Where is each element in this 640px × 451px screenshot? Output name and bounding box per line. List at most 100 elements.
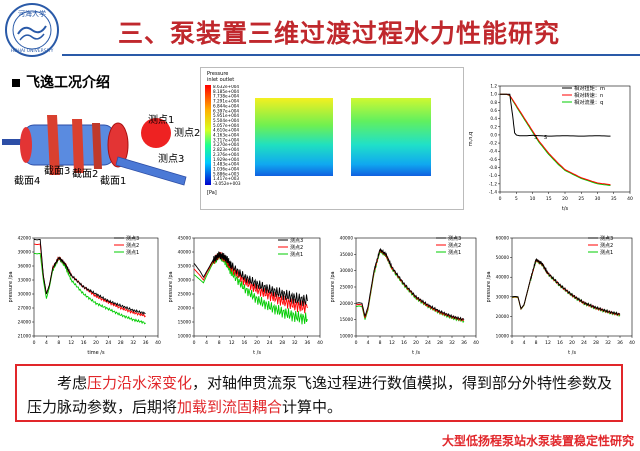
y-tick-label: 0.8 — [490, 100, 497, 105]
y-tick-label: 20000 — [496, 314, 510, 319]
y-tick-label: 15000 — [340, 317, 354, 322]
x-tick-label: 8 — [535, 340, 538, 346]
contour-plot-2 — [351, 98, 431, 176]
x-tick-label: 28 — [437, 340, 443, 346]
x-tick-label: 25 — [578, 196, 584, 202]
label-section-4: 截面4 — [14, 176, 41, 187]
series-line — [33, 252, 146, 325]
y-tick-label: 45000 — [178, 236, 192, 241]
legend-value: 5.951e+004 — [213, 113, 239, 118]
legend-value: 1.036e+004 — [213, 166, 239, 171]
x-tick-label: 8 — [379, 340, 382, 346]
x-tick-label: 40 — [627, 196, 633, 202]
series-line — [193, 251, 308, 307]
x-tick-label: 40 — [629, 340, 635, 346]
chart-annotation: S — [534, 135, 537, 141]
label-section-1: 截面1 — [100, 176, 127, 187]
x-tick-label: 20 — [254, 340, 260, 346]
section-subtitle-text: 飞逸工况介绍 — [26, 75, 110, 91]
legend-entry: 测点1 — [126, 249, 139, 256]
x-tick-label: 20 — [93, 340, 99, 346]
y-tick-label: 50000 — [496, 255, 510, 260]
y-axis-label: m,n,q — [468, 132, 474, 146]
y-tick-label: 21000 — [18, 334, 32, 339]
x-tick-label: 24 — [267, 340, 273, 346]
series-line — [511, 257, 621, 316]
legend-value: 8.632e+004 — [213, 85, 239, 89]
y-axis-label: pressure /pa — [330, 271, 336, 302]
y-tick-label: 25000 — [178, 292, 192, 297]
x-axis-label: t/s — [562, 206, 569, 212]
legend-entry: 测点3 — [600, 235, 613, 242]
chart-annotation: S — [544, 135, 547, 141]
legend-unit: [Pa] — [207, 190, 217, 196]
chart-pressure-3: 0 4 8 12 16 20 24 28 32 36 40 40000 35000 30000 25000 2… — [328, 228, 482, 358]
y-tick-label: 40000 — [178, 250, 192, 255]
section-subtitle: 飞逸工况介绍 — [12, 72, 110, 92]
slide-header: 河海大学 HOHAI UNIVERSITY 三、泵装置三维过渡过程水力性能研究 — [0, 0, 640, 64]
x-tick-label: 30 — [595, 196, 601, 202]
svg-text:HOHAI UNIVERSITY: HOHAI UNIVERSITY — [11, 48, 54, 54]
y-tick-label: 40000 — [496, 275, 510, 280]
legend-entry: 相对转速：n — [574, 91, 603, 99]
x-tick-label: 28 — [279, 340, 285, 346]
y-tick-label: 30000 — [18, 292, 32, 297]
y-tick-label: 30000 — [496, 294, 510, 299]
x-tick-label: 35 — [611, 196, 617, 202]
x-tick-label: 28 — [118, 340, 124, 346]
y-tick-label: 0.6 — [490, 108, 497, 113]
legend-value: 5.886e+003 — [213, 171, 239, 176]
x-tick-label: 20 — [562, 196, 568, 202]
x-tick-label: 0 — [355, 340, 358, 346]
label-section-2: 截面2 — [72, 169, 99, 180]
y-tick-label: 35000 — [178, 264, 192, 269]
plot-frame — [499, 85, 631, 193]
y-tick-label: 36000 — [18, 264, 32, 269]
x-tick-label: 12 — [68, 340, 74, 346]
series-line — [355, 247, 465, 321]
y-tick-label: 42000 — [18, 236, 32, 241]
legend-value: 1.929e+004 — [213, 157, 239, 162]
legend-value: 4.163e+004 — [213, 133, 239, 138]
x-tick-label: 4 — [523, 340, 526, 346]
y-tick-label: -0.4 — [489, 149, 498, 154]
y-axis-label: pressure /pa — [168, 271, 174, 302]
legend-value: -3.052e+003 — [213, 181, 241, 186]
legend-entry: 测点3 — [126, 235, 139, 242]
y-tick-label: 1.0 — [490, 92, 497, 97]
y-axis-label: pressure /pa — [8, 271, 14, 302]
x-axis-label: t /s — [568, 350, 576, 356]
y-tick-label: 24000 — [18, 320, 32, 325]
university-logo: 河海大学 HOHAI UNIVERSITY — [5, 3, 59, 57]
bullet-square-icon — [12, 79, 20, 87]
legend-entry: 测点3 — [290, 237, 303, 244]
legend-value: 4.610e+004 — [213, 128, 239, 133]
plot-frame — [33, 237, 159, 337]
label-point-1: 测点1 — [148, 115, 175, 126]
x-tick-label: 12 — [389, 340, 395, 346]
contour-plot-1 — [255, 98, 333, 176]
pressure-legend: 8.632e+0048.185e+0047.738e+0047.291e+004… — [205, 85, 241, 186]
y-tick-label: 40000 — [340, 236, 354, 241]
footer-text: 大型低扬程泵站水泵装置稳定性研究 — [441, 434, 634, 448]
summary-part-3: 计算中。 — [282, 398, 343, 416]
x-tick-label: 40 — [317, 340, 323, 346]
x-tick-label: 36 — [305, 340, 311, 346]
legend-entry: 测点2 — [290, 244, 303, 251]
svg-text:河海大学: 河海大学 — [18, 9, 46, 18]
chart-pressure-1: 0 4 8 12 16 20 24 28 32 36 40 42000 39000 36000 33000 3… — [6, 228, 164, 358]
x-tick-label: 0 — [499, 196, 502, 202]
x-tick-label: 36 — [461, 340, 467, 346]
summary-box: 考虑压力沿水深变化，对轴伸贯流泵飞逸过程进行数值模拟，得到部分外特性参数及压力脉… — [15, 364, 623, 422]
x-tick-label: 10 — [530, 196, 536, 202]
series-line — [500, 93, 611, 137]
x-tick-label: 24 — [425, 340, 431, 346]
legend-value: 2.823e+004 — [213, 147, 239, 152]
x-tick-label: 32 — [449, 340, 455, 346]
header-divider — [62, 54, 640, 56]
legend-value: 6.844e+004 — [213, 103, 239, 108]
y-tick-label: 60000 — [496, 236, 510, 241]
legend-title: Pressure — [207, 71, 229, 77]
x-tick-label: 40 — [473, 340, 479, 346]
legend-value: 1.417e+003 — [213, 176, 239, 181]
